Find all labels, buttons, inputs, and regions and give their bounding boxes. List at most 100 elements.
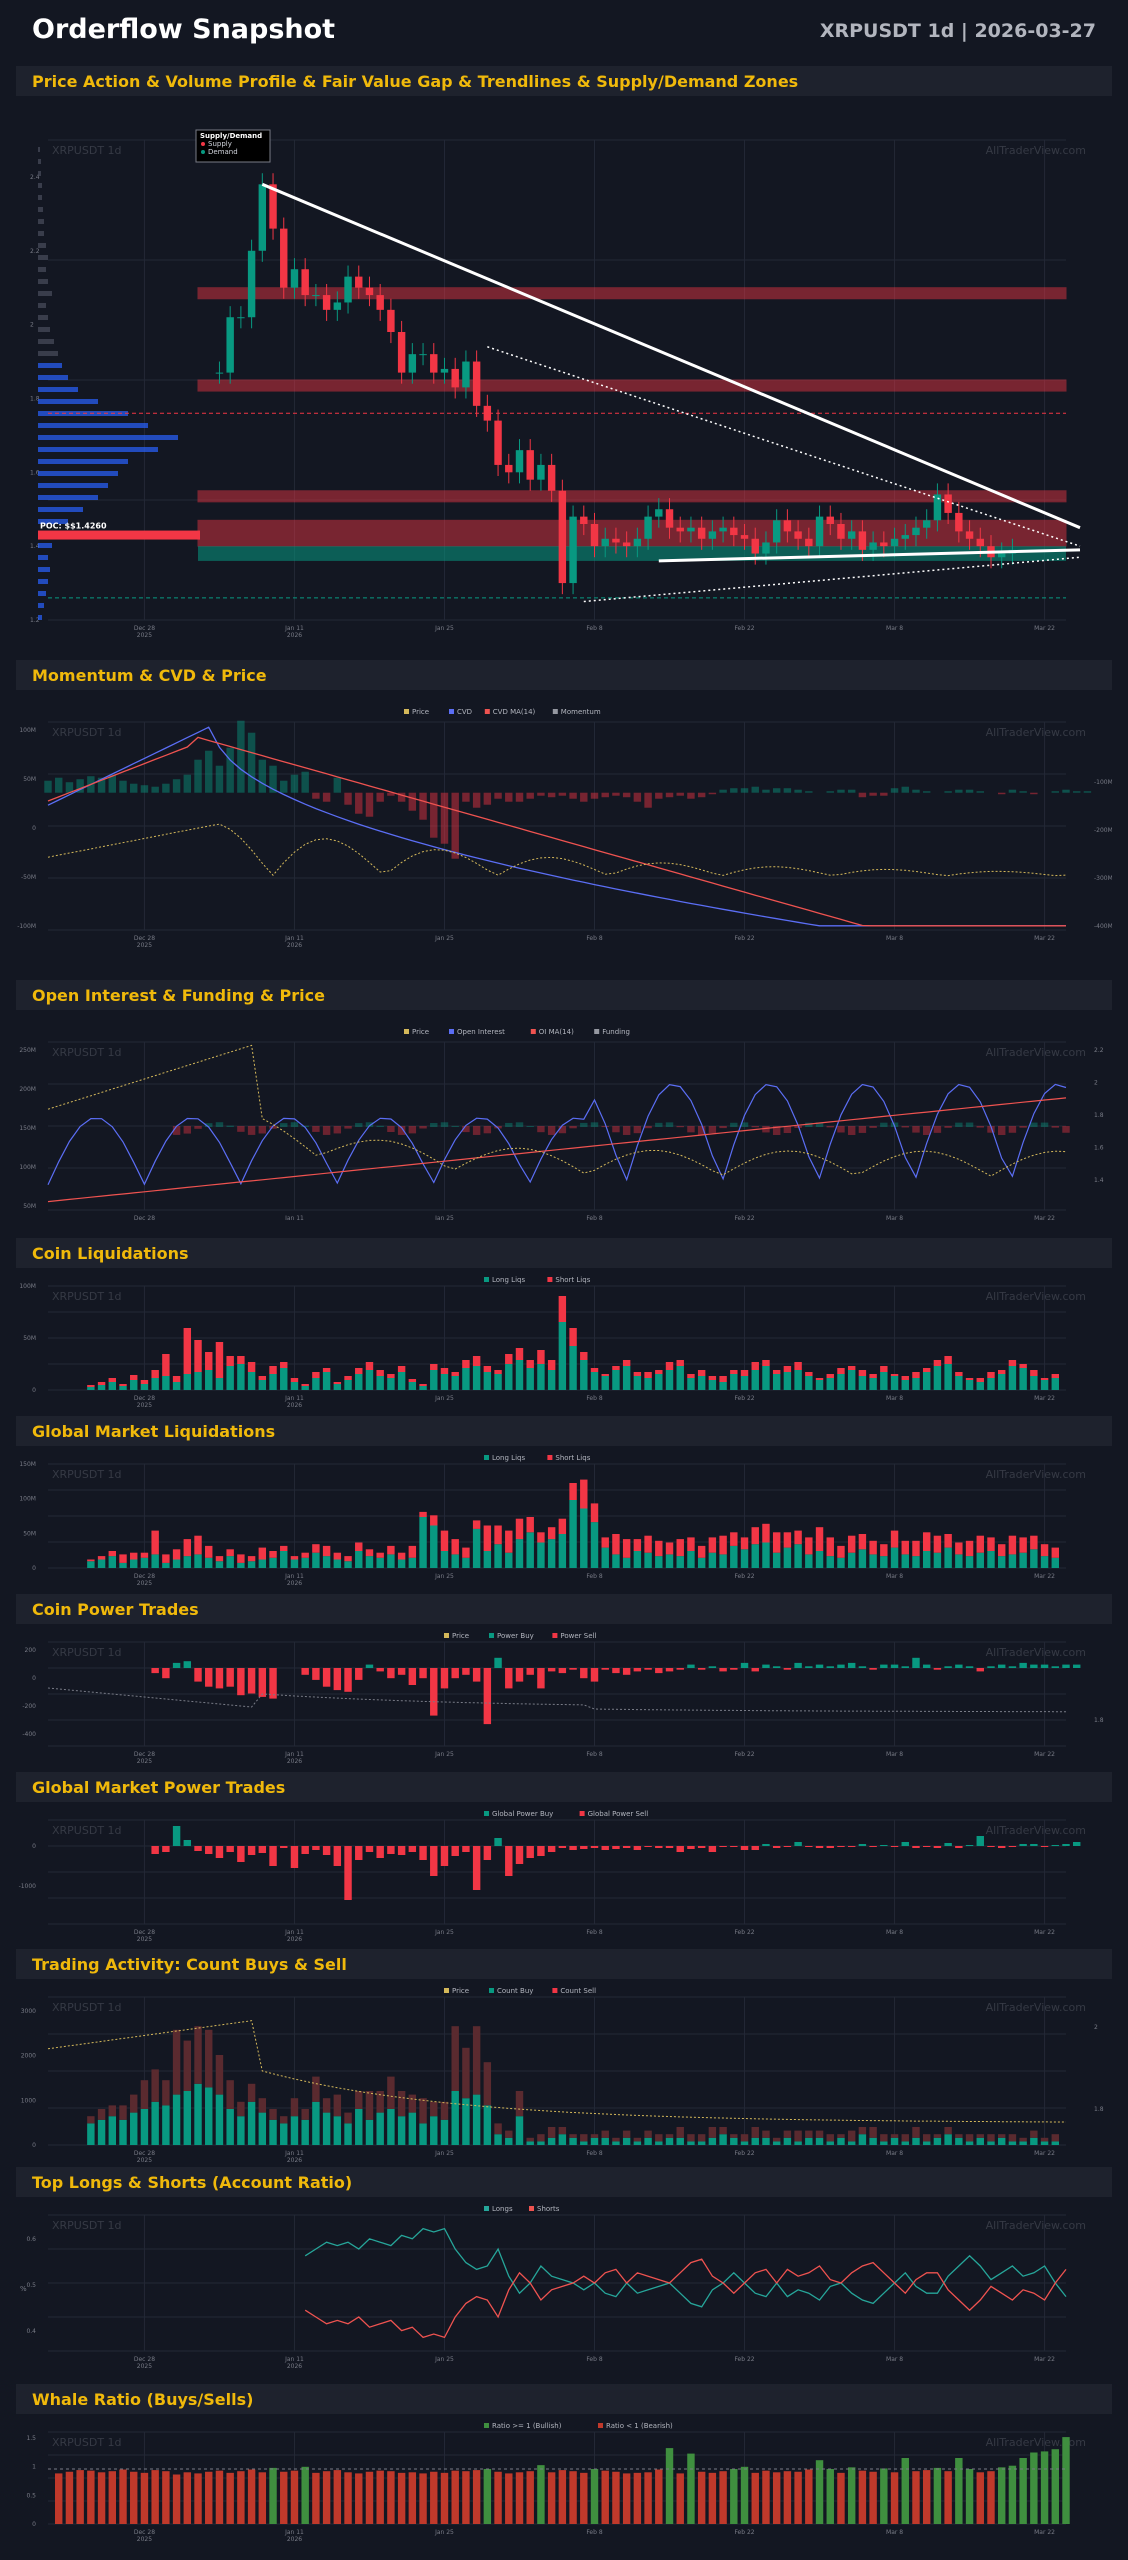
candle: [258, 184, 267, 251]
whale-bear-bar: [312, 2472, 320, 2524]
long-liq-bar: [1030, 1549, 1038, 1568]
momentum-bar: [772, 788, 781, 793]
short-liq-bar: [387, 1374, 395, 1378]
legend-swatch: [529, 2206, 534, 2211]
legend-label: Price: [412, 708, 429, 716]
count-buy-bar: [108, 2116, 117, 2145]
count-sell-bar: [826, 2134, 834, 2142]
power-trade-bar: [644, 1846, 652, 1847]
legend-label: Supply: [208, 140, 232, 148]
whale-bear-bar: [440, 2472, 449, 2524]
power-trade-bar: [805, 1666, 813, 1668]
count-sell-bar: [280, 2116, 288, 2124]
short-liq-bar: [215, 1342, 224, 1378]
power-trade-bar: [1073, 1664, 1081, 1668]
long-liq-bar: [537, 1542, 545, 1568]
short-liq-bar: [494, 1525, 502, 1545]
legend-label: Long Liqs: [492, 1276, 525, 1284]
count-buy-bar: [472, 2094, 481, 2145]
x-tick-year: 2025: [137, 1936, 152, 1943]
long-liq-bar: [172, 1559, 181, 1568]
long-liq-bar: [912, 1556, 920, 1568]
long-liq-bar: [472, 1528, 481, 1568]
short-liq-bar: [955, 1372, 963, 1376]
y-tick-label: 2.2: [1094, 1047, 1104, 1054]
funding-bar: [1030, 1122, 1038, 1127]
short-liq-bar: [1040, 1544, 1049, 1557]
long-liq-bar: [494, 1544, 502, 1568]
watermark: AllTraderView.com: [986, 2219, 1086, 2232]
candle: [526, 450, 534, 480]
candle: [312, 295, 320, 297]
funding-bar: [590, 1122, 599, 1127]
funding-bar: [1008, 1126, 1017, 1133]
long-liq-bar: [1019, 1368, 1027, 1390]
momentum-bar: [462, 792, 470, 802]
power-trade-bar: [858, 1666, 867, 1668]
power-trade-bar: [312, 1846, 320, 1850]
x-tick-label: Dec 28: [134, 2529, 155, 2536]
count-buy-bar: [515, 2116, 524, 2145]
supply-zone: [197, 490, 1067, 503]
short-liq-bar: [772, 1370, 781, 1374]
candle: [697, 527, 706, 539]
long-liq-bar: [547, 1539, 556, 1568]
short-liq-bar: [580, 1479, 588, 1509]
long-liq-bar: [655, 1374, 663, 1390]
long-liq-bar: [676, 1366, 684, 1390]
y-tick-label: 2.2: [30, 248, 40, 255]
candle: [965, 531, 974, 539]
y-tick-label: 1.6: [1094, 1145, 1104, 1152]
watermark: XRPUSDT 1d: [52, 1824, 122, 1837]
momentum-bar: [408, 792, 417, 811]
y-tick-label: 1.8: [1094, 1112, 1104, 1119]
count-sell-bar: [505, 2130, 513, 2138]
momentum-bar: [515, 792, 524, 802]
power-trade-bar: [408, 1846, 417, 1852]
short-liq-bar: [783, 1532, 792, 1548]
x-tick-label: Mar 22: [1034, 1573, 1055, 1580]
long-liq-bar: [226, 1366, 234, 1390]
count-buy-bar: [880, 2141, 888, 2145]
candle: [322, 295, 331, 310]
funding-bar: [912, 1126, 920, 1133]
momentum-bar: [172, 779, 181, 793]
whale-bear-bar: [805, 2469, 813, 2524]
short-liq-bar: [162, 1554, 170, 1563]
whale-bull-bar: [665, 2448, 674, 2524]
x-tick-year: 2026: [287, 2363, 302, 2370]
long-liq-bar: [483, 1551, 492, 1568]
power-trade-bar: [955, 1664, 963, 1668]
count-sell-bar: [322, 2098, 331, 2113]
short-liq-bar: [97, 1382, 106, 1385]
power-trade-bar: [655, 1668, 663, 1674]
oi-line: [47, 1083, 1067, 1186]
power-trade-bar: [333, 1668, 342, 1691]
power-trade-bar: [944, 1843, 952, 1846]
long-liq-bar: [751, 1544, 759, 1568]
count-sell-bar: [440, 2101, 449, 2120]
watermark: XRPUSDT 1d: [52, 726, 122, 739]
legend-swatch: [449, 1029, 454, 1034]
legend-swatch: [404, 1029, 409, 1034]
momentum-bar: [97, 777, 106, 793]
short-liq-bar: [976, 1535, 984, 1553]
x-tick-label: Mar 8: [886, 1751, 903, 1758]
x-tick-label: Dec 28: [134, 2150, 155, 2157]
y-tick-label: 200: [25, 1647, 37, 1654]
y-tick-label: 50M: [23, 776, 36, 783]
long-liq-bar: [719, 1554, 727, 1568]
momentum-bar: [205, 750, 213, 793]
long-liq-bar: [440, 1374, 449, 1390]
short-liq-bar: [869, 1540, 877, 1555]
volume-profile-bar: [38, 363, 62, 368]
power-trade-bar: [258, 1668, 267, 1697]
count-sell-bar: [226, 2080, 234, 2109]
funding-bar: [1051, 1126, 1059, 1128]
long-liq-bar: [172, 1382, 181, 1390]
long-liq-bar: [333, 1559, 342, 1568]
legend-swatch: [484, 2423, 489, 2428]
count-buy-bar: [451, 2091, 459, 2145]
candle: [730, 527, 738, 536]
